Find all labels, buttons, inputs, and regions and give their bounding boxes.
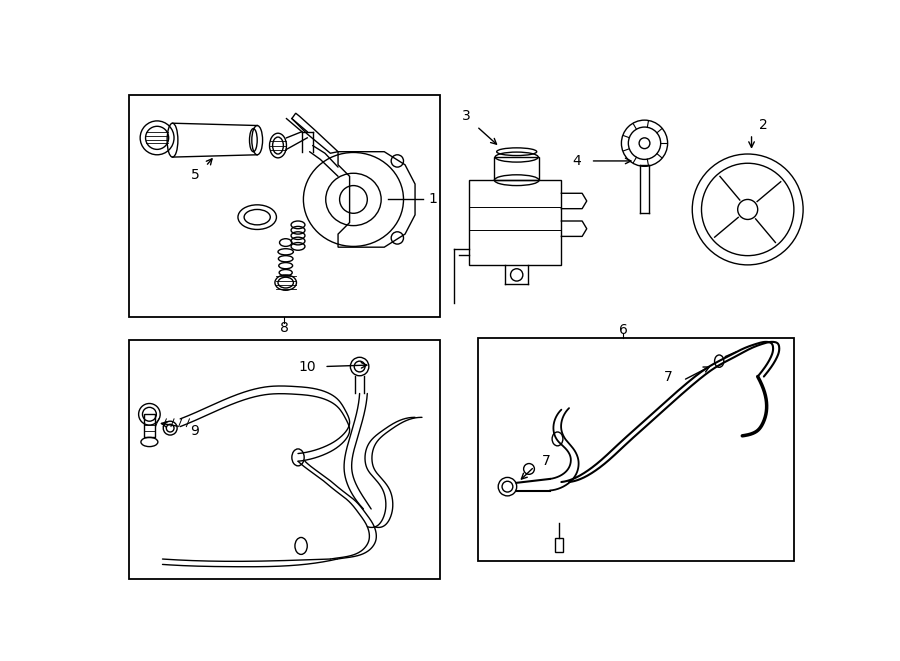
Text: 1: 1 (428, 192, 437, 206)
Bar (478, 338, 794, 561)
Bar (469, 180, 562, 265)
Text: 9: 9 (190, 424, 199, 438)
Bar (144, 414, 155, 438)
Text: 4: 4 (572, 154, 581, 168)
Text: 3: 3 (463, 109, 471, 124)
Bar (494, 157, 539, 180)
Text: 10: 10 (299, 360, 317, 373)
Bar (129, 340, 440, 579)
Text: 2: 2 (760, 118, 768, 132)
Text: 8: 8 (280, 321, 289, 335)
Text: 7: 7 (664, 369, 673, 383)
Text: 6: 6 (618, 323, 627, 337)
Bar (555, 538, 562, 552)
Bar (129, 95, 440, 317)
Text: 7: 7 (542, 454, 551, 468)
Text: 5: 5 (191, 168, 200, 182)
